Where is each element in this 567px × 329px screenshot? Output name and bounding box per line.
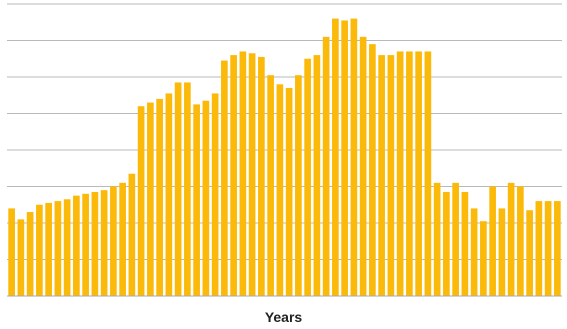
bar xyxy=(110,186,117,296)
bar xyxy=(100,190,108,296)
bar xyxy=(184,82,191,296)
bar xyxy=(535,201,543,296)
bar xyxy=(415,51,422,297)
bar xyxy=(267,75,274,297)
bar xyxy=(73,195,80,297)
bar xyxy=(156,98,163,297)
bar xyxy=(174,82,182,296)
bar xyxy=(332,18,339,296)
bar xyxy=(544,201,552,296)
bar xyxy=(128,173,136,296)
bar xyxy=(526,210,533,296)
bar xyxy=(396,51,404,297)
bar xyxy=(369,44,376,297)
bar xyxy=(341,20,348,297)
bar xyxy=(26,212,34,296)
bar xyxy=(17,219,25,296)
bar xyxy=(359,36,367,296)
bar xyxy=(276,84,284,296)
bar xyxy=(517,186,524,296)
bar xyxy=(82,193,89,296)
bar xyxy=(165,93,173,297)
bar xyxy=(63,199,71,296)
bar xyxy=(470,208,478,296)
bar xyxy=(452,182,459,296)
bar xyxy=(285,87,293,296)
bar xyxy=(507,182,515,296)
bar xyxy=(433,182,441,296)
x-axis-label: Years xyxy=(264,309,303,325)
bar xyxy=(45,202,52,296)
bar xyxy=(202,100,210,296)
bar xyxy=(554,201,561,296)
bar xyxy=(480,221,487,296)
bar xyxy=(211,93,219,297)
bar xyxy=(91,191,99,296)
bar xyxy=(8,208,15,296)
bar xyxy=(258,56,265,297)
bar xyxy=(239,51,247,297)
bar xyxy=(248,53,256,296)
bar xyxy=(350,18,358,296)
bar xyxy=(54,201,62,296)
bar xyxy=(221,60,228,296)
bar xyxy=(322,36,330,296)
bar xyxy=(461,191,469,296)
bar xyxy=(378,55,385,296)
bar xyxy=(304,58,311,296)
bar xyxy=(313,55,321,296)
bar xyxy=(295,75,302,297)
bar xyxy=(406,51,413,297)
bar xyxy=(424,51,432,297)
bar-series xyxy=(8,18,561,297)
bar xyxy=(387,55,395,296)
bar xyxy=(36,204,43,296)
bar xyxy=(230,55,237,296)
bar xyxy=(443,191,450,296)
bar xyxy=(147,102,154,296)
bar xyxy=(193,104,200,297)
bar xyxy=(489,186,496,296)
gridlines xyxy=(7,3,562,260)
bar xyxy=(119,182,126,296)
bar xyxy=(137,106,145,296)
bar xyxy=(498,208,506,296)
